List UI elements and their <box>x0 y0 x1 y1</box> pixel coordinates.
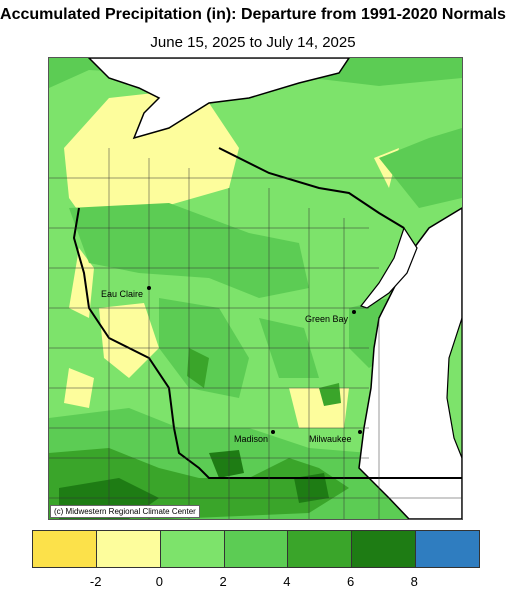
legend-swatch <box>352 531 417 567</box>
color-legend <box>32 530 480 568</box>
legend-swatch <box>33 531 97 567</box>
map-title: Accumulated Precipitation (in): Departur… <box>0 6 506 23</box>
legend-tick-label: 4 <box>283 574 291 589</box>
upper-peninsula-border <box>218 147 405 229</box>
michigan-east-shore <box>446 317 462 459</box>
green-bay-dot <box>352 310 356 314</box>
milwaukee-dot <box>358 430 362 434</box>
map-graphic <box>49 58 462 519</box>
green-bay-label: Green Bay <box>305 314 349 324</box>
legend-tick-label: 6 <box>346 574 355 589</box>
county-lines <box>49 148 462 519</box>
milwaukee-label: Milwaukee <box>309 434 352 444</box>
legend-tick-label: 0 <box>155 574 164 589</box>
legend-swatch <box>288 531 353 567</box>
precipitation-map: Eau Claire Green Bay Madison Milwaukee (… <box>48 57 463 520</box>
madison-label: Madison <box>234 434 269 444</box>
eau-claire-label: Eau Claire <box>101 289 144 299</box>
state-border <box>72 207 462 479</box>
legend-swatch <box>224 531 289 567</box>
legend-tick-label: -2 <box>89 574 102 589</box>
legend-tick-label: 8 <box>410 574 418 589</box>
legend-swatch <box>416 531 480 567</box>
map-subtitle: June 15, 2025 to July 14, 2025 <box>150 34 356 51</box>
legend-swatch <box>160 531 225 567</box>
eau-claire-dot <box>147 286 151 290</box>
madison-dot <box>271 430 275 434</box>
lake-superior <box>87 58 350 140</box>
legend-swatch <box>96 531 161 567</box>
credit-label: (c) Midwestern Regional Climate Center <box>50 505 200 518</box>
legend-tick-label: 2 <box>219 574 227 589</box>
